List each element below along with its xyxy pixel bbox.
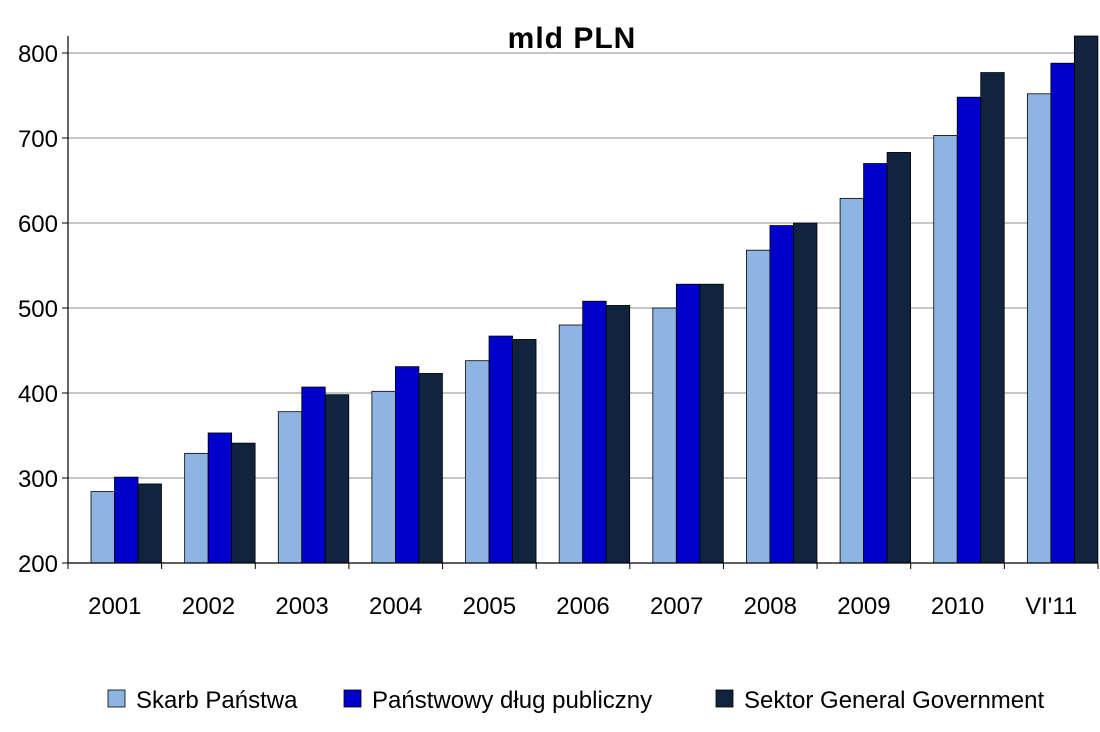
x-tick-label: 2002 <box>182 593 235 620</box>
bar <box>1026 93 1052 564</box>
bar <box>90 491 115 564</box>
bars <box>90 35 1099 564</box>
bar <box>137 483 162 564</box>
bar <box>512 339 537 564</box>
bar <box>1050 62 1075 564</box>
y-tick-label: 200 <box>18 551 58 578</box>
bar <box>839 197 864 564</box>
chart-title: mld PLN <box>508 22 637 55</box>
x-tick-label: 2001 <box>88 593 141 620</box>
bar <box>184 452 209 564</box>
bar <box>231 442 256 564</box>
bar <box>301 386 326 564</box>
x-tick-label: VI'11 <box>1025 593 1077 620</box>
bar <box>675 283 701 564</box>
x-tick-label: 2003 <box>275 593 328 620</box>
y-tick-label: 800 <box>18 41 58 68</box>
y-tick-label: 600 <box>18 211 58 238</box>
bar <box>324 394 350 564</box>
bar <box>277 411 303 564</box>
x-tick-label: 2005 <box>463 593 516 620</box>
legend-label: Państwowy dług publiczny <box>372 687 652 714</box>
x-tick-label: 2008 <box>744 593 797 620</box>
bar <box>746 249 771 564</box>
bar <box>418 373 443 564</box>
y-tick-label: 500 <box>18 296 58 323</box>
axes <box>62 36 1099 569</box>
y-tick-label: 300 <box>18 466 58 493</box>
bar <box>1073 35 1099 564</box>
bar <box>933 135 958 564</box>
bar <box>371 390 396 564</box>
bar <box>605 305 631 564</box>
bar <box>395 366 420 564</box>
bar <box>980 72 1005 564</box>
y-tick-labels: 200 300 400 500 600 700 800 <box>18 41 58 578</box>
y-tick-label: 400 <box>18 381 58 408</box>
x-tick-label: 2007 <box>650 593 703 620</box>
bar <box>558 324 584 564</box>
legend-swatch <box>715 689 734 708</box>
x-tick-labels: 2001 2002 2003 2004 2005 2006 2007 2008 2009 2010… <box>88 593 1077 620</box>
bar <box>488 335 513 564</box>
y-tick-label: 700 <box>18 126 58 153</box>
legend: Skarb Państwa Państwowy dług publiczny Sek… <box>107 687 1044 714</box>
bar <box>886 152 911 564</box>
bar <box>956 96 982 564</box>
bar <box>207 432 233 564</box>
bar <box>699 283 724 564</box>
x-tick-label: 2009 <box>837 593 890 620</box>
legend-label: Skarb Państwa <box>136 687 298 714</box>
x-tick-label: 2010 <box>931 593 984 620</box>
bar <box>863 163 888 564</box>
bar <box>652 307 677 564</box>
legend-label: Sektor General Government <box>744 687 1044 714</box>
bar <box>114 476 139 564</box>
x-tick-label: 2006 <box>556 593 609 620</box>
bar <box>465 360 490 564</box>
bar <box>793 222 818 564</box>
x-tick-label: 2004 <box>369 593 422 620</box>
legend-swatch <box>107 689 126 708</box>
bar <box>582 300 607 564</box>
legend-swatch <box>343 689 362 708</box>
bar <box>769 225 794 564</box>
